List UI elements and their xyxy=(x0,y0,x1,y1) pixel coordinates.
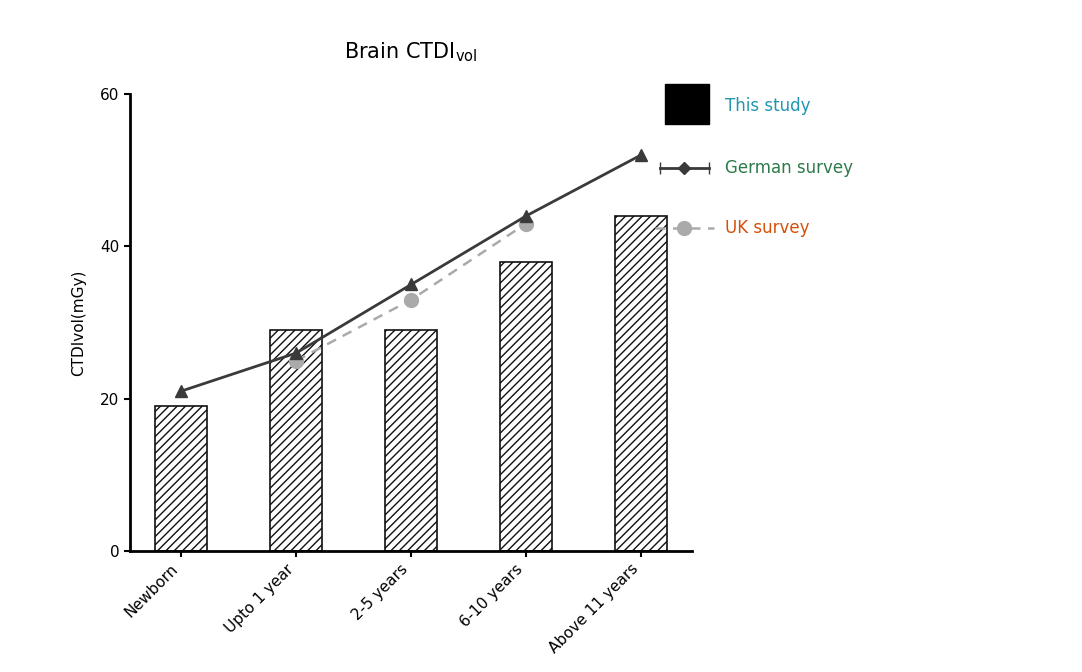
Bar xyxy=(270,330,322,551)
Text: This study: This study xyxy=(725,97,810,115)
Text: German survey: German survey xyxy=(725,159,853,177)
Bar xyxy=(156,407,207,551)
Text: Brain CTDI$_\mathregular{vol}$: Brain CTDI$_\mathregular{vol}$ xyxy=(344,40,478,64)
Bar xyxy=(500,261,552,551)
Text: UK survey: UK survey xyxy=(725,220,809,237)
Bar xyxy=(385,330,437,551)
Y-axis label: CTDIvol(mGy): CTDIvol(mGy) xyxy=(71,269,87,376)
Bar xyxy=(616,216,667,551)
